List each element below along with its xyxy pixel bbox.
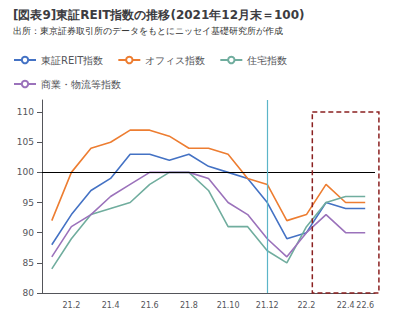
svg-text:105: 105 [17,137,34,147]
svg-text:21.12: 21.12 [256,301,279,310]
svg-text:東証REIT指数: 東証REIT指数 [41,55,103,66]
svg-text:21.6: 21.6 [141,301,159,310]
svg-text:95: 95 [23,198,34,208]
svg-text:100: 100 [17,167,34,177]
svg-text:80: 80 [23,288,35,298]
svg-text:85: 85 [23,258,34,268]
svg-text:商業・物流等指数: 商業・物流等指数 [41,79,121,90]
svg-text:21.8: 21.8 [180,301,198,310]
svg-text:オフィス指数: オフィス指数 [145,55,205,66]
svg-text:22.6: 22.6 [356,301,374,310]
svg-text:90: 90 [23,228,35,238]
svg-text:110: 110 [17,107,34,117]
svg-text:住宅指数: 住宅指数 [247,55,287,66]
svg-text:21.10: 21.10 [217,301,240,310]
svg-text:出所：東京証券取引所のデータをもとにニッセイ基礎研究所が作成: 出所：東京証券取引所のデータをもとにニッセイ基礎研究所が作成 [13,26,283,36]
svg-text:21.4: 21.4 [102,301,120,310]
svg-text:22.4: 22.4 [337,301,355,310]
svg-text:[図表9]東証REIT指数の推移(2021年12月末＝100: [図表9]東証REIT指数の推移(2021年12月末＝100) [13,8,305,22]
svg-text:21.2: 21.2 [62,301,80,310]
svg-text:22.2: 22.2 [298,301,316,310]
